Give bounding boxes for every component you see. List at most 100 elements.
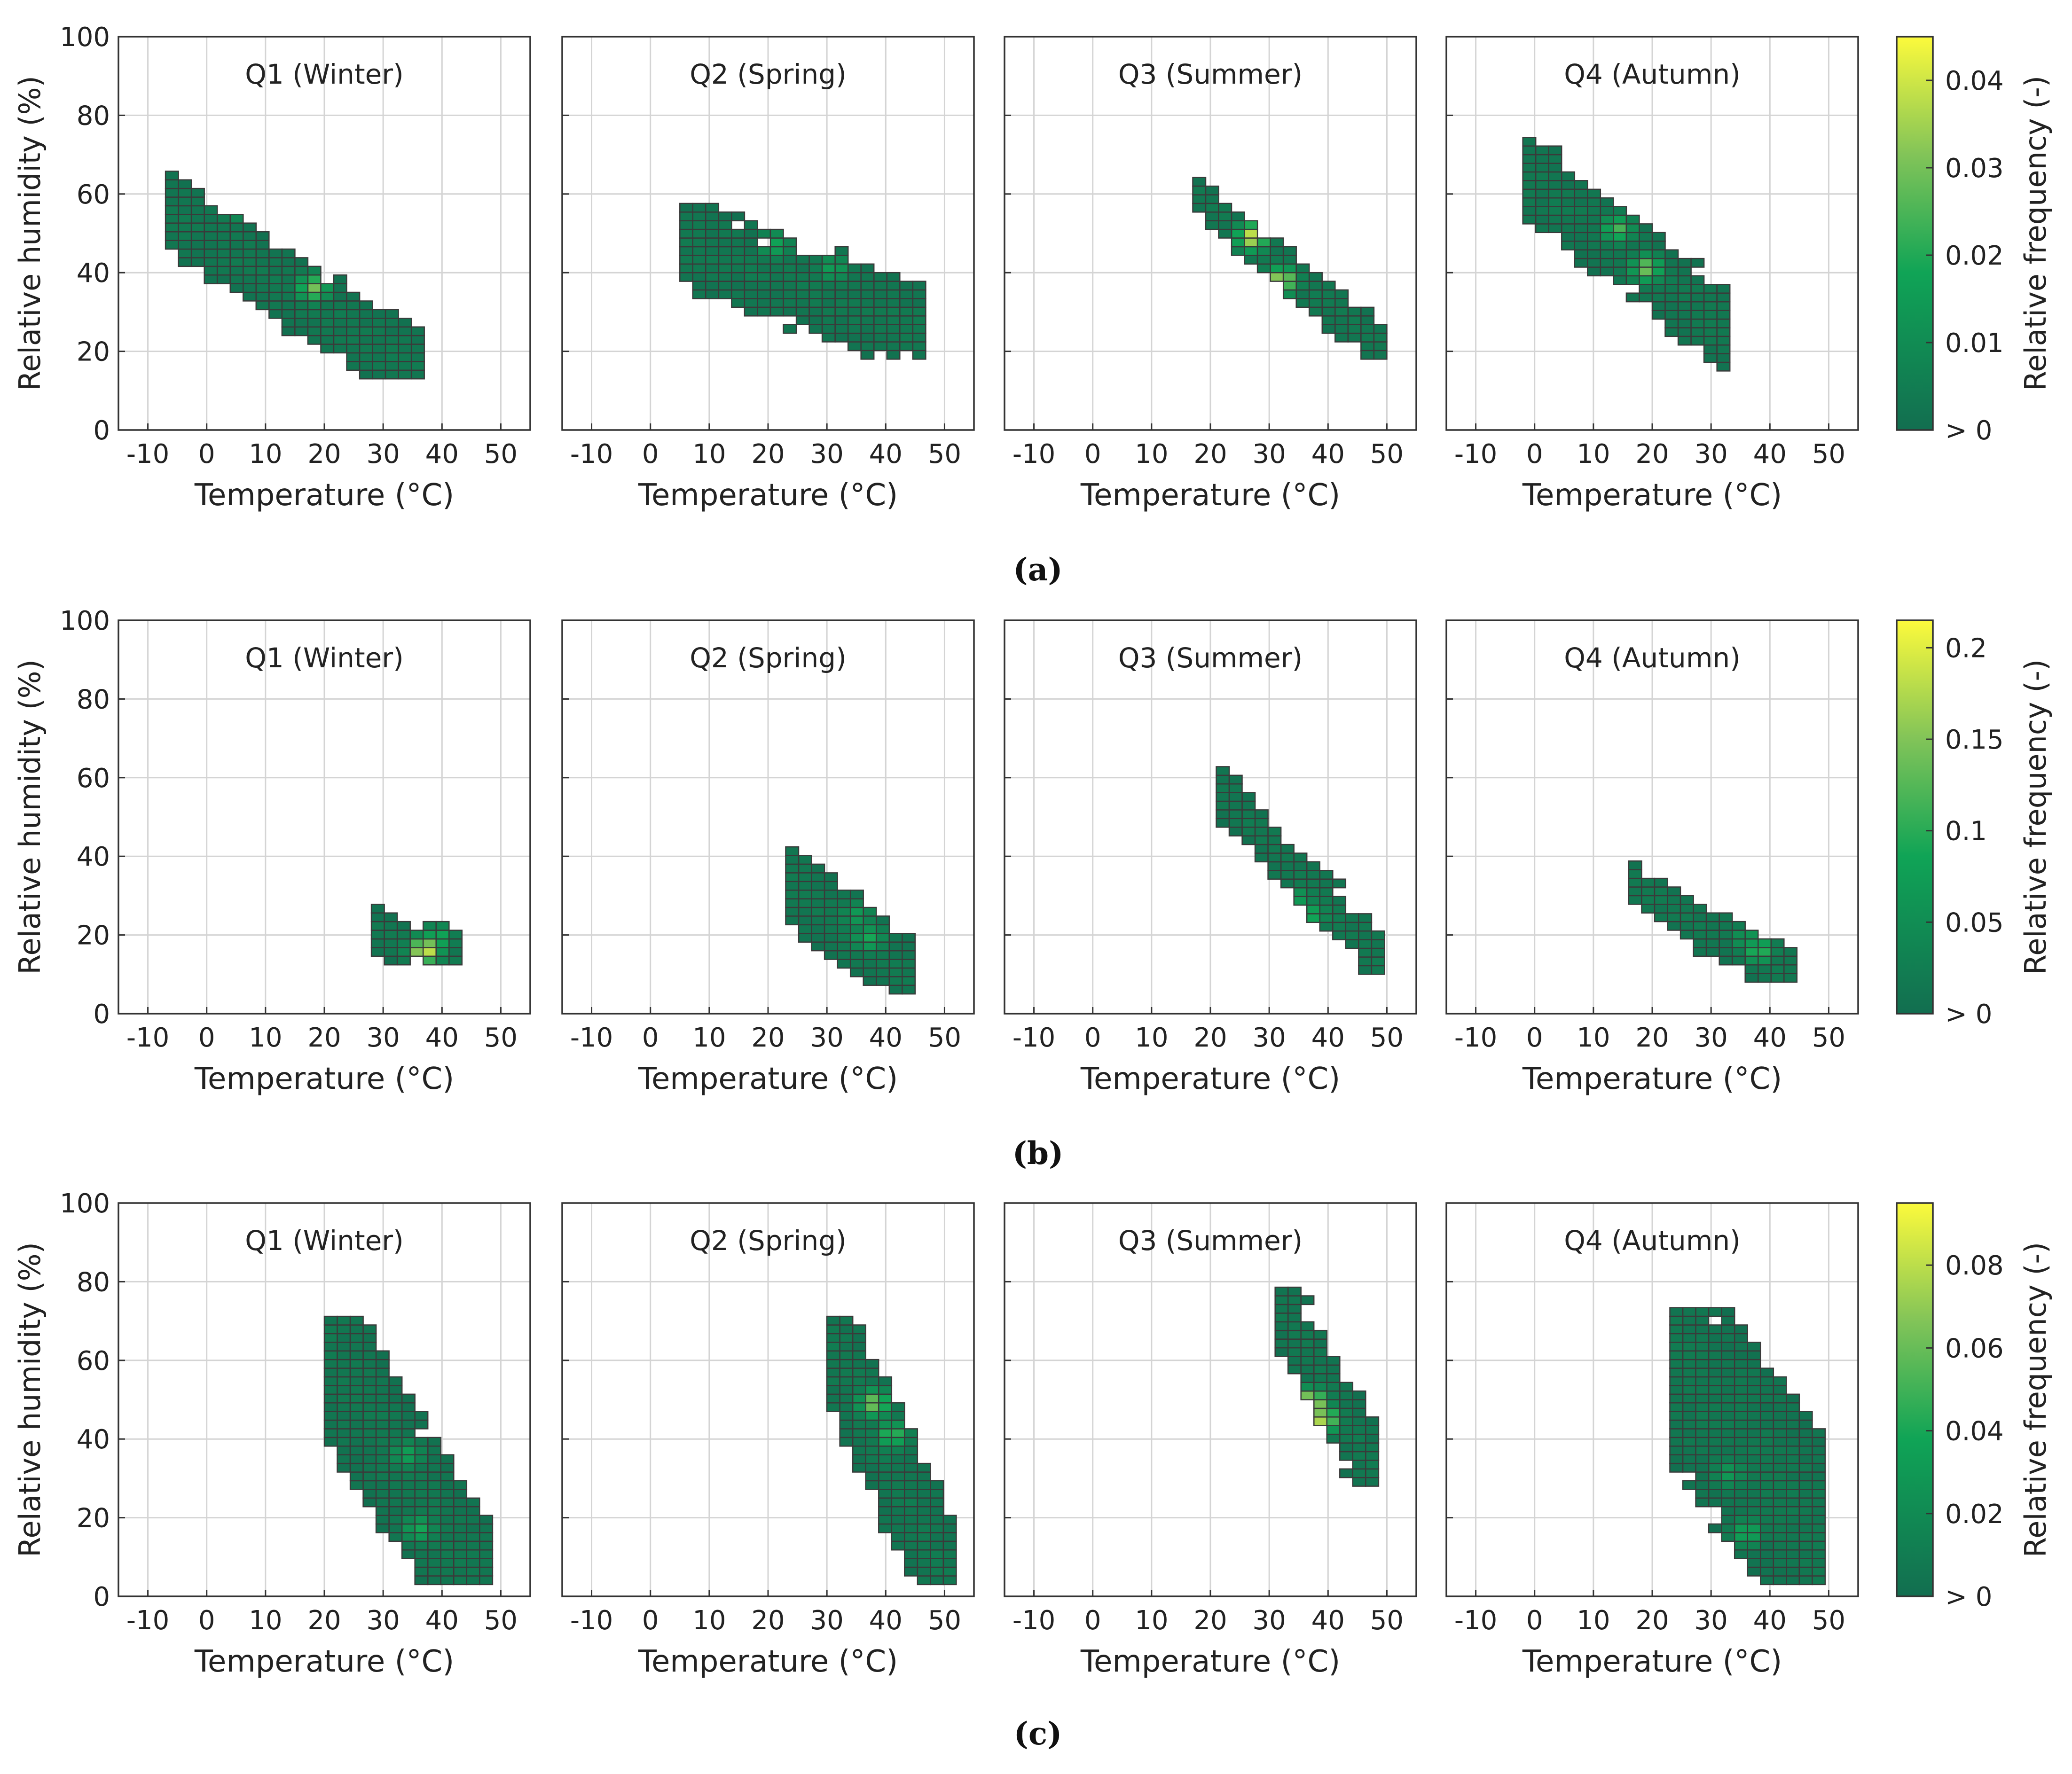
x-tick-label: 10 [249, 1023, 282, 1053]
heatmap-cell [860, 289, 875, 299]
heatmap-cell [1293, 861, 1308, 871]
heatmap-cell [1708, 1350, 1722, 1360]
heatmap-cell [1773, 1566, 1787, 1577]
heatmap-cell [904, 1437, 918, 1447]
heatmap-cell [824, 907, 838, 917]
heatmap-cell [731, 298, 746, 308]
heatmap-cell [1365, 1460, 1380, 1470]
heatmap-cell [1371, 956, 1385, 967]
heatmap-cell [891, 1480, 905, 1490]
heatmap-cell [808, 306, 823, 317]
heatmap-cell [1798, 1566, 1813, 1577]
heatmap-cell [385, 318, 399, 328]
colorbar-label: Relative frequency (-) [2018, 1242, 2053, 1557]
heatmap-cell [1682, 1368, 1696, 1378]
x-tick-label: 50 [1812, 1605, 1845, 1636]
heatmap-cell [1345, 913, 1359, 923]
heatmap-cell [795, 289, 810, 299]
heatmap-cell [1651, 275, 1666, 285]
heatmap-cell [359, 318, 373, 328]
heatmap-cell [337, 1350, 351, 1360]
heatmap-cell [165, 214, 179, 224]
heatmap-cell [852, 1393, 866, 1404]
heatmap-cell [1695, 1359, 1710, 1369]
heatmap-cell [1371, 947, 1385, 958]
heatmap-cell [808, 255, 823, 265]
heatmap-cell [1682, 1376, 1696, 1386]
heatmap-cell [178, 196, 192, 207]
heatmap-cell [1721, 1368, 1735, 1378]
heatmap-cell [1192, 194, 1207, 204]
heatmap-cell [440, 1558, 455, 1568]
heatmap-cell [1664, 301, 1679, 311]
heatmap-cell [899, 332, 914, 343]
heatmap-cell [1682, 1315, 1696, 1326]
heatmap-cell [878, 1419, 893, 1430]
heatmap-cell [323, 1368, 338, 1378]
heatmap-cell [852, 1350, 866, 1360]
x-tick-label: 10 [249, 439, 282, 469]
heatmap-cell [1205, 211, 1219, 221]
heatmap-cell [323, 1315, 338, 1326]
heatmap-cell [1786, 1523, 1800, 1533]
heatmap-cell [204, 257, 218, 267]
heatmap-cell [1695, 1419, 1710, 1430]
heatmap-cell [899, 324, 914, 334]
heatmap-cell [216, 248, 231, 258]
heatmap-cell [1313, 1347, 1328, 1357]
heatmap-cell [849, 898, 864, 908]
y-tick-label: 100 [60, 606, 110, 636]
heatmap-cell [1287, 1286, 1302, 1297]
heatmap-cell [679, 246, 694, 256]
heatmap-cell [1270, 255, 1284, 265]
heatmap-cell [362, 1419, 377, 1430]
heatmap-cell [1760, 1566, 1774, 1577]
panel-title: Q2 (Spring) [690, 58, 846, 90]
heatmap-cell [307, 309, 322, 319]
heatmap-cell [904, 1506, 918, 1516]
heatmap-cell [1664, 275, 1679, 285]
heatmap-cell [414, 1480, 429, 1490]
heatmap-cell [281, 326, 296, 336]
heatmap-cell [821, 289, 836, 299]
subfigure-caption: (b) [1012, 1135, 1064, 1172]
heatmap-cell [1773, 1549, 1787, 1559]
heatmap-cell [834, 315, 849, 325]
heatmap-cell [891, 1402, 905, 1412]
heatmap-cell [1332, 922, 1347, 932]
heatmap-cell [798, 924, 812, 934]
panel-title: Q3 (Summer) [1118, 1225, 1303, 1257]
heatmap-cell [359, 352, 373, 362]
heatmap-cell [320, 344, 335, 354]
heatmap-cell [440, 1515, 455, 1525]
heatmap-cell [1669, 1315, 1684, 1326]
heatmap-cell [811, 863, 825, 874]
heatmap-cell [229, 283, 244, 293]
heatmap-cell [1300, 1390, 1315, 1400]
heatmap-cell [1231, 228, 1245, 239]
heatmap-cell [1747, 1411, 1761, 1421]
heatmap-cell [1613, 206, 1627, 216]
heatmap-cell [427, 1497, 442, 1508]
heatmap-cell [917, 1558, 931, 1568]
heatmap-cell [268, 248, 283, 258]
heatmap-cell [362, 1359, 377, 1369]
heatmap-cell [1682, 1385, 1696, 1395]
heatmap-cell [1282, 272, 1297, 282]
heatmap-cell [1613, 223, 1627, 234]
heatmap-cell [783, 281, 797, 291]
heatmap-cell [422, 921, 437, 931]
heatmap-cell [1522, 197, 1537, 207]
heatmap-cell [375, 1385, 390, 1395]
heatmap-cell [388, 1515, 403, 1525]
x-tick-label: 10 [1135, 1605, 1168, 1636]
x-tick-label: 50 [928, 1023, 961, 1053]
heatmap-cell [1241, 800, 1256, 811]
heatmap-cell [834, 255, 849, 265]
heatmap-cell [307, 335, 322, 345]
heatmap-cell [863, 959, 877, 969]
heatmap-cell [333, 274, 347, 284]
heatmap-cell [1352, 1433, 1366, 1444]
heatmap-cell [1747, 1454, 1761, 1464]
heatmap-cell [1651, 310, 1666, 320]
